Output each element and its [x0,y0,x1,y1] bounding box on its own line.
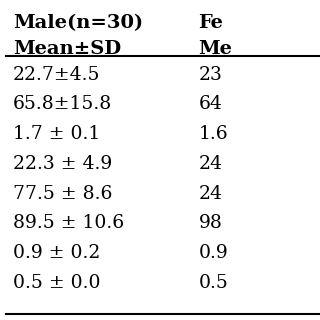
Text: 23: 23 [198,66,222,84]
Text: 89.5 ± 10.6: 89.5 ± 10.6 [13,214,124,232]
Text: 1.7 ± 0.1: 1.7 ± 0.1 [13,125,100,143]
Text: Fe: Fe [198,14,223,32]
Text: 22.7±4.5: 22.7±4.5 [13,66,100,84]
Text: 24: 24 [198,185,222,203]
Text: Male(n=30): Male(n=30) [13,14,143,32]
Text: Me: Me [198,40,232,58]
Text: 0.9: 0.9 [198,244,228,262]
Text: 22.3 ± 4.9: 22.3 ± 4.9 [13,155,112,173]
Text: 77.5 ± 8.6: 77.5 ± 8.6 [13,185,112,203]
Text: 24: 24 [198,155,222,173]
Text: 0.9 ± 0.2: 0.9 ± 0.2 [13,244,100,262]
Text: 65.8±15.8: 65.8±15.8 [13,95,112,113]
Text: 0.5: 0.5 [198,274,228,292]
Text: 0.5 ± 0.0: 0.5 ± 0.0 [13,274,100,292]
Text: 1.6: 1.6 [198,125,228,143]
Text: 98: 98 [198,214,222,232]
Text: 64: 64 [198,95,222,113]
Text: Mean±SD: Mean±SD [13,40,121,58]
